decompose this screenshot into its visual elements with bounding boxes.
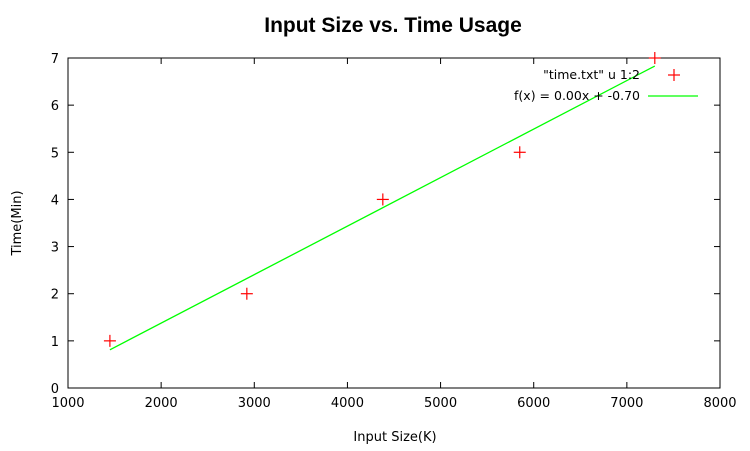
plot-frame	[67, 57, 721, 389]
data-point-2	[376, 193, 389, 206]
y-tick-label-7: 7	[51, 52, 59, 67]
legend: "time.txt" u 1:2 f(x) = 0.00x + -0.70	[514, 67, 698, 103]
x-axis-label: Input Size(K)	[353, 430, 436, 445]
x-tick-label-1: 2000	[145, 396, 178, 411]
x-tick-label-4: 5000	[424, 396, 457, 411]
legend-marker-points	[668, 69, 680, 81]
y-tick-label-3: 3	[51, 241, 59, 256]
data-point-1	[240, 287, 253, 300]
x-tick-label-5: 6000	[517, 396, 550, 411]
data-point-0	[103, 334, 116, 347]
x-tick-label-2: 3000	[238, 396, 271, 411]
y-tick-label-4: 4	[51, 193, 59, 208]
data-point-3	[513, 146, 526, 159]
y-axis-label: Time(Min)	[10, 190, 25, 256]
y-tick-label-0: 0	[51, 382, 59, 397]
x-tick-label-0: 1000	[51, 396, 84, 411]
legend-label-fit: f(x) = 0.00x + -0.70	[514, 88, 640, 103]
data-marks	[103, 52, 661, 351]
y-tick-label-6: 6	[51, 99, 59, 114]
y-tick-label-1: 1	[51, 335, 59, 350]
x-tick-label-6: 7000	[610, 396, 643, 411]
data-point-4	[648, 52, 661, 64]
fit-line	[109, 65, 656, 351]
y-tick-label-5: 5	[51, 146, 59, 161]
x-tick-label-3: 4000	[331, 396, 364, 411]
y-tick-label-2: 2	[51, 288, 59, 303]
axis-ticks: 1000 2000 3000 4000 5000 6000 7000 8000 0 1 2 3 4 5 6 7	[51, 52, 737, 411]
x-tick-label-7: 8000	[703, 396, 736, 411]
chart-title: Input Size vs. Time Usage	[264, 14, 522, 37]
legend-label-points: "time.txt" u 1:2	[543, 67, 640, 82]
